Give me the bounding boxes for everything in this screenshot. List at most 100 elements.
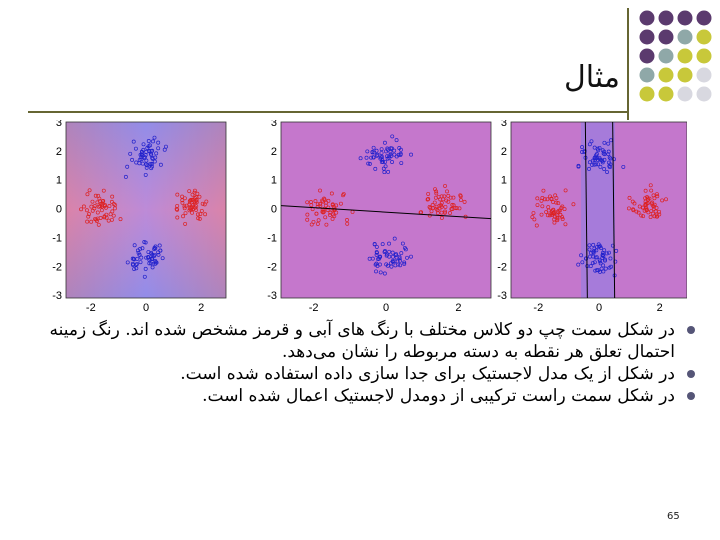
data-point <box>132 243 137 248</box>
data-point <box>649 188 654 193</box>
data-point <box>153 261 158 266</box>
y-tick-label: -2 <box>267 261 277 273</box>
data-point <box>588 254 592 259</box>
data-point <box>390 160 394 164</box>
data-point <box>188 198 193 203</box>
data-point <box>393 263 398 268</box>
y-tick-label: 2 <box>501 146 507 158</box>
decorative-dot <box>677 29 693 45</box>
bullet-item: در شکل سمت راست ترکیبی از دومدل لاجستیک … <box>40 385 695 407</box>
data-point <box>89 219 94 224</box>
data-point <box>433 195 438 200</box>
data-point <box>587 166 592 171</box>
data-point <box>182 196 187 201</box>
data-point <box>576 262 581 267</box>
data-point <box>372 242 377 246</box>
data-point <box>378 254 383 259</box>
data-point <box>203 212 208 217</box>
data-point <box>563 188 568 193</box>
data-point <box>364 155 369 160</box>
data-point <box>438 197 443 202</box>
decorative-dot <box>696 86 712 102</box>
data-point <box>323 203 328 208</box>
data-point <box>594 255 599 260</box>
data-point <box>142 155 147 160</box>
data-point <box>137 158 142 162</box>
data-point <box>371 155 376 160</box>
y-tick-label: 1 <box>501 175 507 187</box>
decorative-dot <box>658 67 674 83</box>
data-point <box>96 222 101 227</box>
y-tick-label: -2 <box>52 261 62 273</box>
data-point <box>443 204 448 209</box>
data-point <box>605 170 610 174</box>
data-point <box>601 269 606 274</box>
data-point <box>603 266 608 271</box>
data-point <box>370 149 375 154</box>
data-point <box>427 213 432 218</box>
data-point <box>563 222 568 227</box>
data-point <box>587 160 592 165</box>
data-point <box>644 207 649 212</box>
data-point <box>380 242 385 247</box>
data-point <box>146 138 151 143</box>
data-point <box>584 256 588 261</box>
data-point <box>158 162 163 167</box>
data-point <box>592 260 597 265</box>
data-point <box>324 222 329 227</box>
data-point <box>141 142 146 147</box>
data-point <box>400 241 405 246</box>
data-point <box>451 203 456 208</box>
data-point <box>647 196 652 201</box>
data-point <box>369 155 374 160</box>
data-point <box>149 250 154 255</box>
decorative-dot <box>658 29 674 45</box>
data-point <box>398 258 403 263</box>
data-point <box>448 195 453 200</box>
data-point <box>149 166 154 171</box>
data-point <box>550 209 555 213</box>
data-point <box>92 204 97 209</box>
data-point <box>603 258 607 263</box>
data-point <box>654 205 659 210</box>
data-point <box>587 247 592 252</box>
data-point <box>541 188 546 193</box>
data-point <box>376 257 380 262</box>
data-point <box>140 161 145 166</box>
data-point <box>187 202 192 207</box>
data-point <box>148 143 152 148</box>
data-point <box>331 212 336 217</box>
data-point <box>597 257 602 262</box>
data-point <box>606 152 611 157</box>
horizontal-divider <box>28 111 628 113</box>
data-point <box>109 199 114 204</box>
data-point <box>652 196 657 201</box>
data-point <box>318 188 322 193</box>
data-point <box>145 163 150 168</box>
data-point <box>196 216 201 221</box>
data-point <box>305 200 310 205</box>
data-point <box>308 200 313 204</box>
data-point <box>152 252 157 257</box>
x-tick-label: -2 <box>309 302 319 314</box>
data-point <box>154 151 159 156</box>
data-point <box>101 188 106 193</box>
data-point <box>134 262 139 267</box>
data-point <box>435 211 440 216</box>
data-point <box>142 240 147 244</box>
data-point <box>358 156 363 161</box>
data-point <box>582 148 587 153</box>
data-point <box>648 215 653 219</box>
data-point <box>110 209 115 214</box>
data-point <box>643 203 648 208</box>
data-point <box>655 192 659 197</box>
data-point <box>99 208 104 213</box>
x-tick-label: -2 <box>86 302 96 314</box>
data-point <box>145 145 150 150</box>
data-point <box>592 248 597 253</box>
data-point <box>396 152 401 157</box>
data-point <box>398 147 403 152</box>
data-point <box>386 169 391 174</box>
decorative-dot <box>677 67 693 83</box>
data-point <box>192 190 197 195</box>
